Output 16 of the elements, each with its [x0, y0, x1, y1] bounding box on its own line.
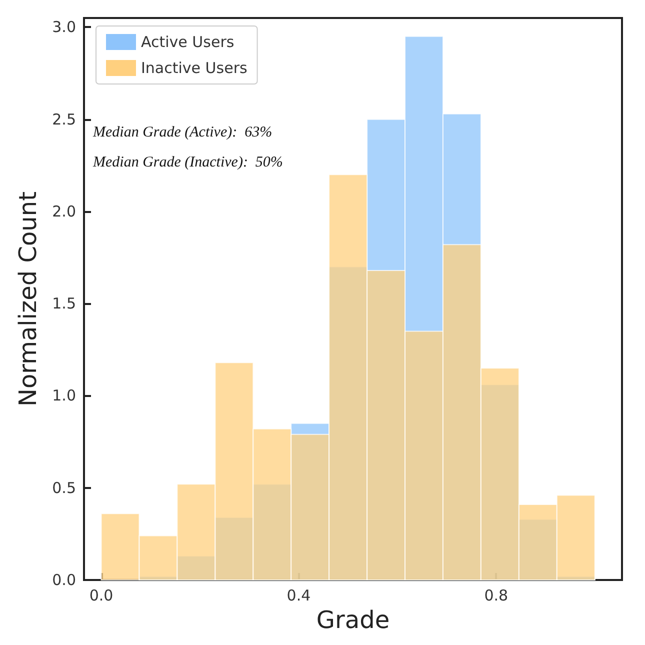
y-axis-title: Normalized Count — [14, 191, 42, 407]
y-tick-label: 2.0 — [52, 202, 76, 220]
y-tick-label: 0.0 — [52, 571, 76, 589]
y-tick-label: 1.0 — [52, 386, 76, 405]
annotation: Median Grade (Active): 63% — [92, 124, 272, 140]
annotation: Median Grade (Inactive): 50% — [92, 154, 283, 170]
y-tick-label: 0.5 — [52, 478, 76, 497]
legend-label: Active Users — [141, 33, 234, 51]
legend-label: Inactive Users — [141, 59, 248, 77]
y-tick-label: 1.5 — [52, 294, 76, 313]
x-tick-label: 0.4 — [286, 586, 311, 604]
y-tick-label: 2.5 — [52, 110, 76, 128]
x-tick-label: 0.8 — [484, 586, 508, 604]
x-tick-label: 0.0 — [89, 586, 114, 604]
y-tick-label: 3.0 — [52, 18, 76, 36]
x-axis-title: Grade — [316, 606, 390, 634]
